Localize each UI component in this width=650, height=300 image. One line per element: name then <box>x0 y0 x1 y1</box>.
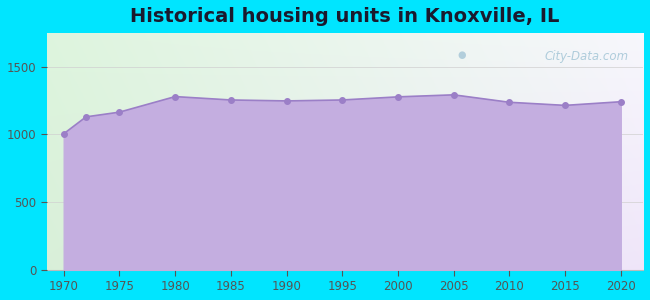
Point <box>226 98 236 102</box>
Text: City-Data.com: City-Data.com <box>544 50 628 63</box>
Point <box>393 94 403 99</box>
Point <box>337 98 348 102</box>
Point <box>58 131 69 136</box>
Point <box>504 100 515 105</box>
Point <box>560 103 570 108</box>
Point <box>616 99 626 104</box>
Text: ●: ● <box>458 50 466 60</box>
Title: Historical housing units in Knoxville, IL: Historical housing units in Knoxville, I… <box>131 7 560 26</box>
Point <box>114 110 125 115</box>
Point <box>170 94 180 99</box>
Point <box>281 98 292 103</box>
Point <box>81 115 91 119</box>
Point <box>448 92 459 97</box>
